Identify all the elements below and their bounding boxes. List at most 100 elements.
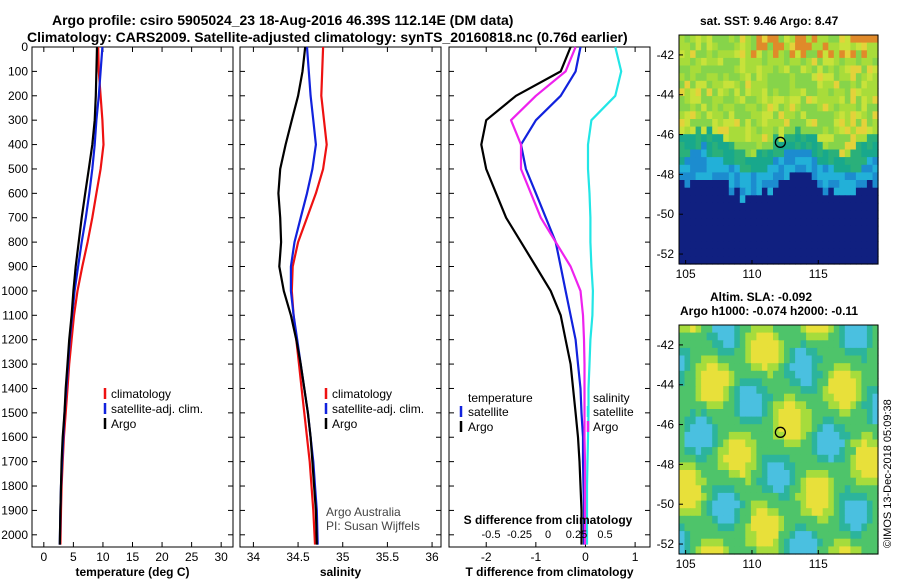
- map-cell: [789, 546, 796, 555]
- map-cell: [784, 202, 791, 212]
- map-cell: [817, 340, 824, 349]
- map-cell: [706, 454, 713, 463]
- map-cell: [701, 164, 708, 173]
- map-cell: [789, 409, 796, 418]
- map-cell: [761, 50, 768, 59]
- map-cell: [695, 340, 702, 349]
- map-cell: [866, 202, 873, 212]
- map-cell: [756, 523, 763, 532]
- map-cell: [701, 96, 708, 105]
- map-cell: [690, 225, 697, 234]
- map-cell: [806, 439, 813, 448]
- map-cell: [861, 210, 868, 219]
- map-cell: [872, 515, 879, 524]
- map-cell: [828, 210, 835, 219]
- map-cell: [767, 325, 774, 334]
- map-cell: [734, 241, 741, 250]
- map-cell: [822, 233, 829, 242]
- map-cell: [839, 141, 846, 151]
- map-cell: [750, 134, 757, 143]
- map-cell: [789, 80, 796, 89]
- map-cell: [712, 172, 719, 181]
- map-cell: [679, 256, 686, 265]
- map-cell: [695, 119, 702, 128]
- map-cell: [855, 103, 862, 112]
- xtick-label: 25: [185, 550, 199, 564]
- map-cell: [717, 393, 724, 402]
- map-cell: [745, 73, 752, 82]
- map-ytick-label: -50: [657, 207, 675, 221]
- map-cell: [822, 65, 829, 74]
- map-cell: [706, 50, 713, 59]
- map-cell: [806, 485, 813, 494]
- map-cell: [761, 248, 768, 257]
- map-cell: [761, 431, 768, 441]
- map-cell: [806, 355, 813, 364]
- map-cell: [844, 378, 851, 387]
- map-cell: [734, 508, 741, 517]
- map-cell: [817, 470, 824, 479]
- map-cell: [822, 256, 829, 265]
- map-cell: [806, 172, 813, 181]
- map-cell: [806, 546, 813, 555]
- map-cell: [717, 172, 724, 181]
- map-cell: [701, 241, 708, 250]
- map-cell: [811, 393, 818, 402]
- map-cell: [844, 157, 851, 166]
- map-cell: [833, 378, 840, 387]
- map-cell: [756, 88, 763, 97]
- map-cell: [712, 355, 719, 364]
- map-cell: [761, 393, 768, 402]
- map-cell: [684, 73, 691, 82]
- map-cell: [695, 172, 702, 181]
- map-cell: [872, 80, 879, 89]
- map-cell: [861, 256, 868, 265]
- map-cell: [778, 363, 785, 372]
- map-cell: [750, 370, 757, 379]
- map-cell: [761, 187, 768, 196]
- map-cell: [833, 439, 840, 448]
- map-cell: [778, 57, 785, 67]
- map-cell: [872, 508, 879, 517]
- map-cell: [717, 65, 724, 74]
- map-cell: [784, 80, 791, 89]
- map-cell: [712, 126, 719, 135]
- map-cell: [872, 485, 879, 494]
- map-cell: [739, 88, 746, 97]
- map-cell: [844, 370, 851, 379]
- map-cell: [800, 42, 807, 51]
- map-cell: [855, 325, 862, 334]
- map-cell: [717, 477, 724, 486]
- map-cell: [773, 111, 780, 120]
- map-cell: [806, 386, 813, 395]
- map-cell: [684, 164, 691, 173]
- map-cell: [750, 386, 757, 395]
- map-cell: [717, 447, 724, 456]
- map-cell: [855, 386, 862, 395]
- map-cell: [750, 80, 757, 89]
- map-cell: [728, 42, 735, 51]
- map-cell: [850, 256, 857, 265]
- map-cell: [684, 355, 691, 364]
- map-cell: [739, 340, 746, 349]
- map-cell: [800, 378, 807, 387]
- map-cell: [701, 57, 708, 67]
- map-cell: [822, 35, 829, 44]
- map-cell: [844, 409, 851, 418]
- map-cell: [739, 508, 746, 517]
- map-cell: [833, 225, 840, 234]
- map-cell: [784, 447, 791, 456]
- map-cell: [745, 126, 752, 135]
- map-cell: [822, 332, 829, 341]
- map-cell: [795, 256, 802, 265]
- map-cell: [761, 508, 768, 517]
- map-cell: [679, 515, 686, 524]
- map-cell: [839, 523, 846, 532]
- map-cell: [872, 126, 879, 135]
- map-cell: [778, 202, 785, 212]
- map-cell: [861, 134, 868, 143]
- map-cell: [855, 447, 862, 456]
- map-cell: [728, 57, 735, 67]
- map-cell: [872, 531, 879, 540]
- stick-label: 0.25: [566, 529, 587, 541]
